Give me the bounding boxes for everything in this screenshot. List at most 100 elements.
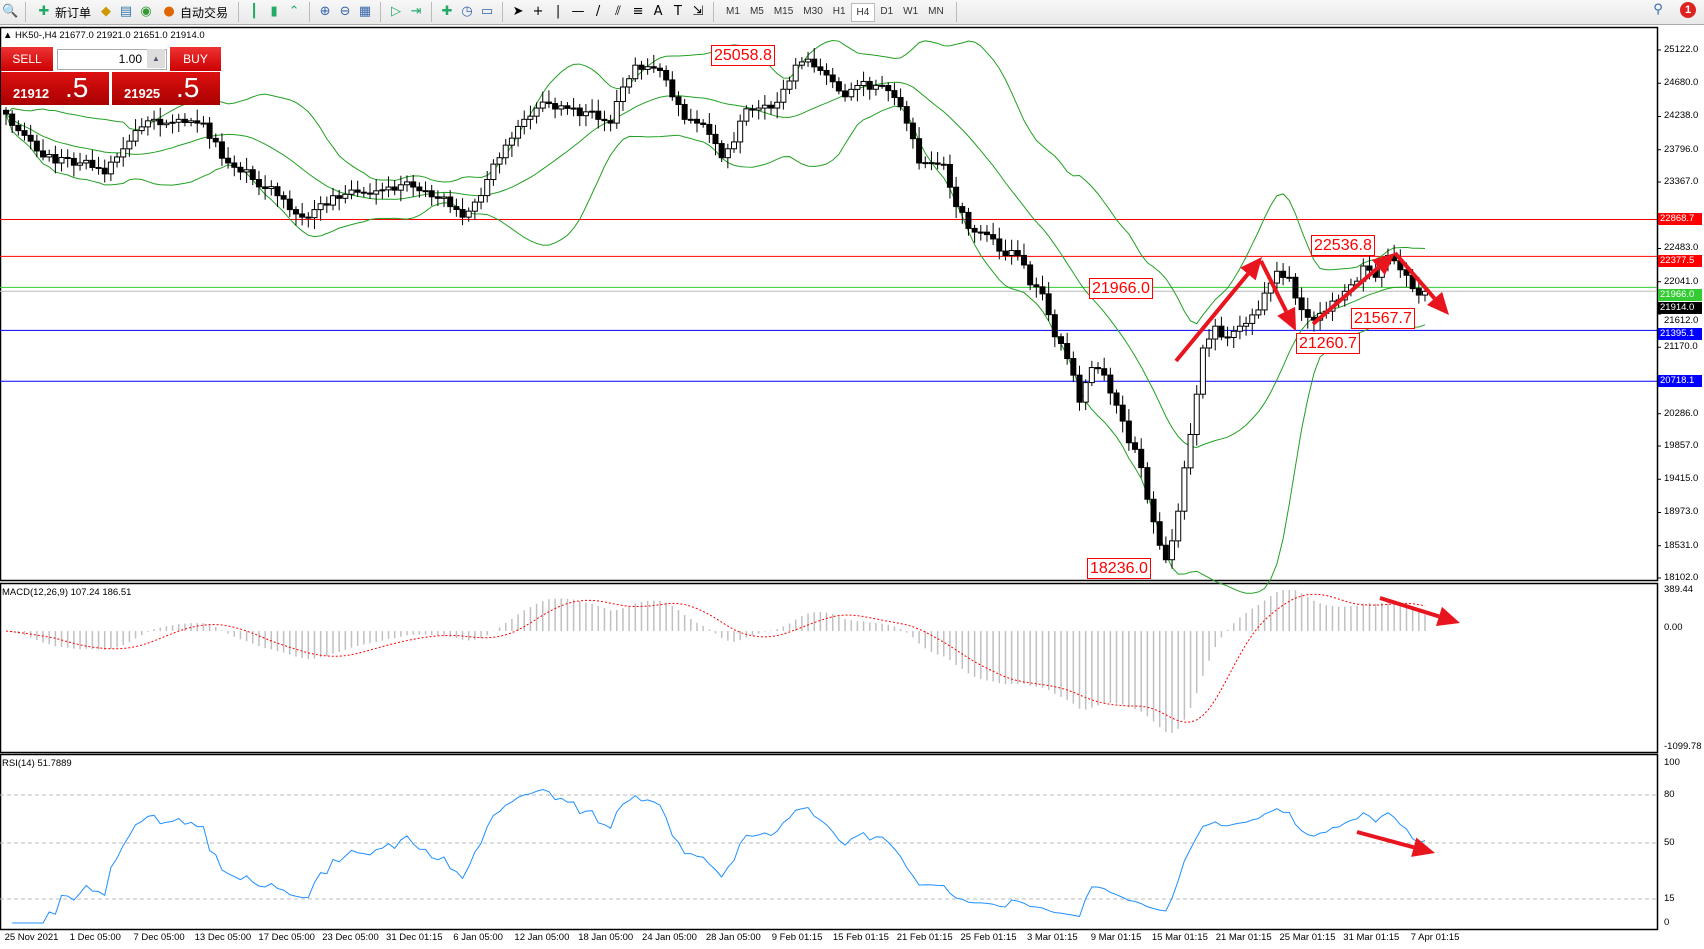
new-order-label: 新订单 bbox=[55, 5, 92, 20]
candle-body bbox=[1243, 322, 1250, 327]
candle-body bbox=[564, 105, 571, 109]
candle bbox=[885, 82, 892, 102]
time-axis-label: 25 Feb 01:15 bbox=[960, 932, 1017, 943]
zoom-in-icon[interactable]: ⊕ bbox=[319, 4, 331, 19]
candle-body bbox=[1008, 250, 1015, 256]
candle bbox=[842, 83, 849, 102]
sell-button[interactable]: SELL bbox=[1, 47, 53, 71]
candle-body bbox=[515, 125, 522, 139]
chart-shift-icon[interactable]: ⇥ bbox=[410, 4, 422, 19]
buy-button[interactable]: BUY bbox=[170, 47, 221, 71]
candle bbox=[15, 120, 22, 136]
ask-price[interactable]: 21925 .5 bbox=[112, 72, 220, 105]
horizontal-line-icon[interactable]: — bbox=[571, 4, 585, 19]
timeframe-h4[interactable]: H4 bbox=[850, 2, 876, 22]
pane-frame-2 bbox=[0, 753, 1659, 931]
search-icon[interactable]: ⚲ bbox=[1653, 2, 1663, 17]
candle-body bbox=[977, 231, 984, 234]
candlestick-icon[interactable]: ▮ bbox=[270, 4, 278, 19]
timeframe-m5[interactable]: M5 bbox=[749, 5, 764, 17]
candle-body bbox=[743, 108, 750, 122]
timeframe-h1[interactable]: H1 bbox=[832, 5, 846, 17]
candle-body bbox=[1249, 314, 1256, 324]
candle bbox=[848, 82, 855, 101]
candle bbox=[336, 189, 343, 211]
auto-trading-icon: ● bbox=[163, 4, 175, 19]
toolbar: 🔍 ✚ 新订单 ◆ ▤ ◉ ● 自动交易 ┃ ▮ ⌃ ⊕ ⊖ ▦ ▷ ⇥ ✚ ◷ ▭… bbox=[0, 0, 1704, 25]
equidistant-channel-icon[interactable]: ⫽ bbox=[615, 4, 621, 19]
candle-body bbox=[1064, 343, 1071, 360]
signals-icon[interactable]: ◉ bbox=[140, 4, 152, 19]
candle bbox=[496, 152, 503, 174]
timeframe-w1[interactable]: W1 bbox=[903, 5, 919, 17]
candle bbox=[206, 117, 213, 149]
periods-icon[interactable]: ◷ bbox=[461, 4, 473, 19]
crosshair-icon[interactable]: + bbox=[532, 4, 544, 19]
trendline-icon[interactable]: / bbox=[595, 4, 601, 19]
templates-icon[interactable]: ▭ bbox=[480, 4, 494, 19]
candle-body bbox=[508, 137, 515, 146]
line-chart-icon[interactable]: ⌃ bbox=[288, 4, 300, 19]
candle-body bbox=[527, 115, 534, 120]
candle-body bbox=[465, 210, 472, 218]
candle bbox=[379, 182, 386, 199]
candle bbox=[1218, 316, 1225, 341]
candle-body bbox=[428, 190, 435, 198]
candle-body bbox=[983, 231, 990, 236]
candle bbox=[212, 133, 219, 148]
candle-body bbox=[188, 120, 195, 124]
text-icon[interactable]: A bbox=[653, 4, 663, 19]
candle bbox=[1076, 365, 1083, 411]
indicators-icon[interactable]: ✚ bbox=[441, 4, 453, 19]
bid-price[interactable]: 21912 .5 bbox=[1, 72, 109, 105]
auto-trading-button[interactable]: ● 自动交易 bbox=[158, 1, 231, 23]
lots-input[interactable]: 1.00 bbox=[57, 49, 167, 70]
auto-scroll-icon[interactable]: ▷ bbox=[391, 4, 402, 19]
candle bbox=[811, 48, 818, 73]
timeframe-m15[interactable]: M15 bbox=[773, 5, 794, 17]
candle bbox=[1249, 308, 1256, 336]
trend-arrow bbox=[1259, 260, 1288, 313]
timeframe-mn[interactable]: MN bbox=[928, 5, 944, 17]
price-axis-label: 19857.0 bbox=[1664, 440, 1699, 451]
candle-body bbox=[249, 169, 256, 181]
cursor-icon[interactable]: ➤ bbox=[512, 4, 524, 19]
search-icon[interactable]: 🔍 bbox=[2, 4, 19, 19]
fibonacci-icon[interactable]: ≡ bbox=[632, 4, 644, 19]
candle-body bbox=[521, 118, 528, 127]
new-order-button[interactable]: ✚ 新订单 bbox=[33, 1, 94, 23]
timeframe-m1[interactable]: M1 bbox=[726, 5, 740, 17]
bar-chart-icon[interactable]: ┃ bbox=[250, 4, 258, 19]
arrows-icon[interactable]: ⇲ bbox=[692, 4, 704, 19]
candle-body bbox=[77, 162, 84, 166]
timeframe-m30[interactable]: M30 bbox=[803, 5, 823, 17]
candle-body bbox=[872, 84, 879, 90]
timeframe-bar: M1 M5 M15 M30 H1 H4 D1 W1 MN bbox=[721, 2, 949, 22]
lots-increase-button[interactable]: ▲ bbox=[147, 49, 165, 68]
candle bbox=[404, 175, 411, 192]
candle-body bbox=[1076, 374, 1083, 403]
text-label-icon[interactable]: T bbox=[674, 4, 682, 19]
candle-body bbox=[1304, 309, 1311, 318]
timeframe-d1[interactable]: D1 bbox=[880, 5, 894, 17]
tile-windows-icon[interactable]: ▦ bbox=[358, 4, 372, 19]
candle-body bbox=[9, 113, 16, 126]
candle bbox=[922, 156, 929, 169]
time-axis-label: 17 Dec 05:00 bbox=[258, 932, 315, 943]
vertical-line-icon[interactable]: | bbox=[555, 4, 561, 19]
candle bbox=[1027, 261, 1034, 291]
notification-badge[interactable]: 1 bbox=[1680, 2, 1696, 18]
candle bbox=[1175, 503, 1182, 548]
candle bbox=[317, 196, 324, 221]
navigator-icon[interactable]: ▤ bbox=[119, 4, 133, 19]
candle-body bbox=[1261, 292, 1268, 311]
candle bbox=[823, 63, 830, 85]
metaeditor-icon[interactable]: ◆ bbox=[101, 4, 112, 19]
candle bbox=[83, 154, 90, 170]
candle-body bbox=[669, 79, 676, 98]
zoom-out-icon[interactable]: ⊖ bbox=[339, 4, 351, 19]
candle-body bbox=[996, 238, 1003, 252]
candle bbox=[1169, 529, 1176, 569]
candle bbox=[663, 65, 670, 87]
